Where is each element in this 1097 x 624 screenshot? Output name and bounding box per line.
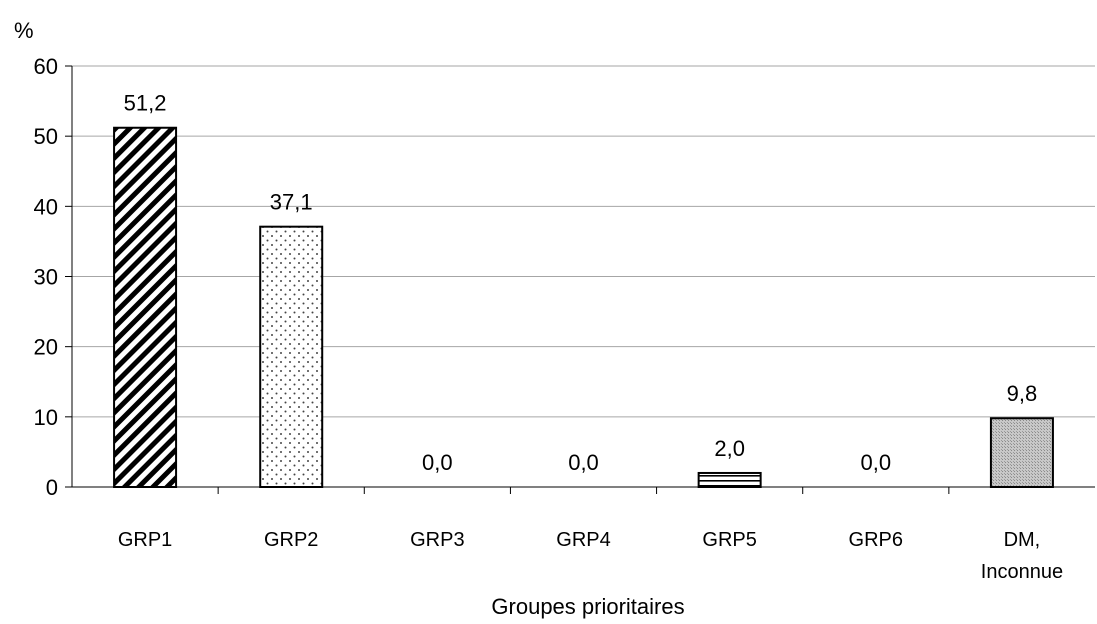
bars — [113, 126, 1054, 489]
category-label: GRP6 — [849, 529, 903, 551]
category-label: GRP1 — [118, 529, 172, 551]
category-label: DM, Inconnue — [981, 529, 1063, 583]
bar-grp5 — [697, 471, 762, 489]
y-tick-label: 60 — [34, 54, 58, 79]
category-label: GRP4 — [556, 529, 610, 551]
category-label: GRP3 — [410, 529, 464, 551]
x-tick-labels: GRP1 GRP2 GRP3 GRP4 GRP5 GRP6 DM, Inconnue — [118, 529, 1063, 583]
bar-grp1 — [113, 126, 178, 488]
bar-grp2 — [259, 225, 324, 488]
bar-dm-inconnue — [989, 417, 1054, 488]
data-label: 0,0 — [422, 450, 453, 475]
y-tick-label: 20 — [34, 335, 58, 360]
data-label: 0,0 — [568, 450, 599, 475]
y-tick-label: 50 — [34, 124, 58, 149]
data-label: 51,2 — [124, 91, 167, 116]
data-label: 0,0 — [860, 450, 891, 475]
x-axis-label: Groupes prioritaires — [491, 594, 684, 619]
gridlines — [72, 65, 1095, 418]
y-tick-label: 0 — [46, 475, 58, 500]
y-tick-label: 40 — [34, 194, 58, 219]
data-label: 9,8 — [1007, 381, 1038, 406]
y-tick-labels: 0 10 20 30 40 50 60 — [34, 54, 58, 500]
y-tick-label: 30 — [34, 265, 58, 290]
y-tick-label: 10 — [34, 405, 58, 430]
axes — [65, 65, 1095, 494]
category-label: GRP5 — [702, 529, 756, 551]
data-label: 2,0 — [714, 436, 745, 461]
y-axis-label: % — [14, 18, 34, 43]
category-label: GRP2 — [264, 529, 318, 551]
data-label: 37,1 — [270, 190, 313, 215]
value-labels: 51,2 37,1 0,0 0,0 2,0 0,0 9,8 — [124, 91, 1038, 475]
